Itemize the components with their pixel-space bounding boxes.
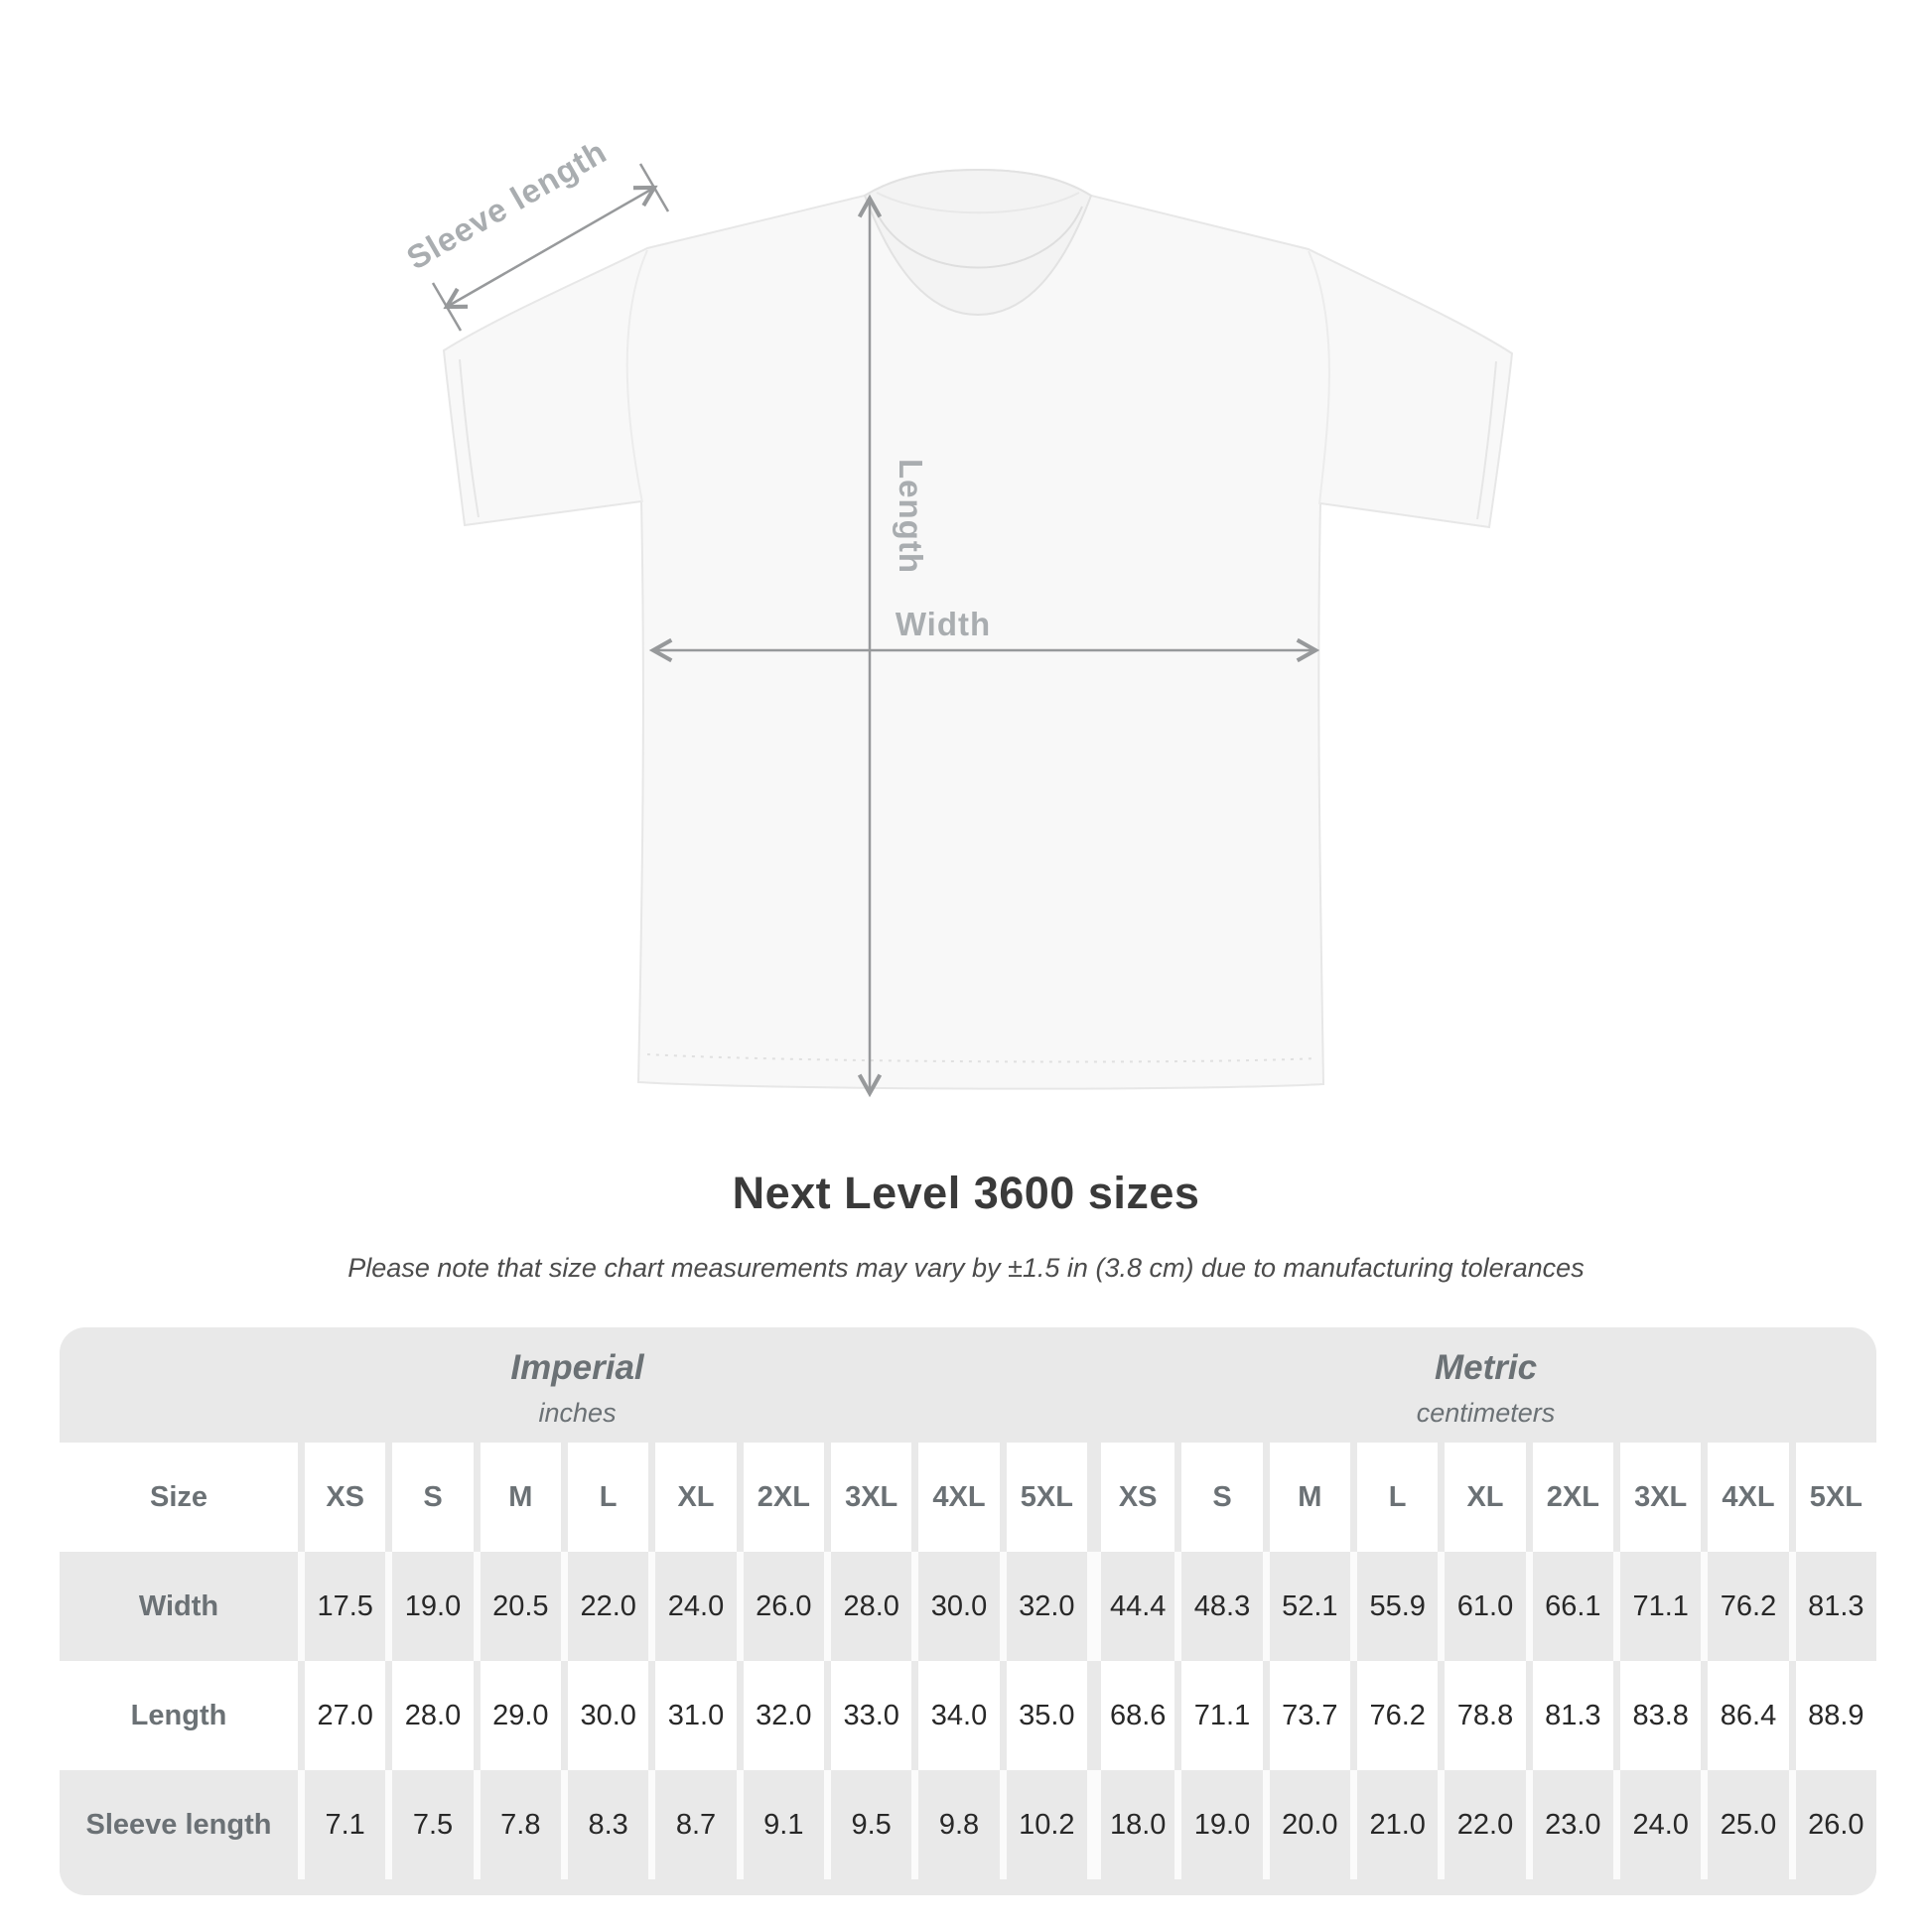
table-cell: 26.0 — [1788, 1770, 1876, 1879]
table-cell: 19.0 — [385, 1552, 473, 1661]
table-cell: 73.7 — [1262, 1661, 1350, 1770]
table-cell: 18.0 — [1087, 1770, 1174, 1879]
table-cell: 48.3 — [1174, 1552, 1262, 1661]
row-label: Width — [138, 1589, 219, 1622]
table-cell: 33.0 — [824, 1661, 911, 1770]
table-cell: 24.0 — [648, 1552, 736, 1661]
table-cell: 81.3 — [1788, 1552, 1876, 1661]
table-cell: 71.1 — [1174, 1661, 1262, 1770]
table-cell: 76.2 — [1701, 1552, 1788, 1661]
sleeve-length-label: Sleeve length — [400, 133, 613, 277]
width-label: Width — [896, 606, 991, 642]
table-cell: 55.9 — [1350, 1552, 1438, 1661]
size-table: Imperial inches Metric centimeters Size … — [60, 1327, 1876, 1895]
table-cell: 66.1 — [1525, 1552, 1613, 1661]
table-cell: 7.1 — [298, 1770, 385, 1879]
tshirt-diagram: Sleeve length Length Width — [400, 133, 1514, 1098]
table-cell: 83.8 — [1613, 1661, 1701, 1770]
metric-label: Metric — [1434, 1347, 1538, 1387]
table-cell: 78.8 — [1438, 1661, 1525, 1770]
table-cell: 26.0 — [736, 1552, 824, 1661]
table-cell: 22.0 — [561, 1552, 648, 1661]
page-title: Next Level 3600 sizes — [732, 1168, 1200, 1218]
table-cell: 7.8 — [473, 1770, 561, 1879]
table-cell: 52.1 — [1262, 1552, 1350, 1661]
size-column-header: XS — [1087, 1443, 1174, 1552]
table-cell: 25.0 — [1701, 1770, 1788, 1879]
table-cell: 22.0 — [1438, 1770, 1525, 1879]
table-cell: 23.0 — [1525, 1770, 1613, 1879]
imperial-label: Imperial — [510, 1347, 644, 1387]
metric-units: centimeters — [1416, 1397, 1556, 1428]
table-cell: 19.0 — [1174, 1770, 1262, 1879]
table-cell: 31.0 — [648, 1661, 736, 1770]
size-column-header: XL — [648, 1443, 736, 1552]
row-label: Length — [130, 1699, 227, 1731]
table-cell: 17.5 — [298, 1552, 385, 1661]
table-cell: 9.8 — [911, 1770, 999, 1879]
table-cell: 29.0 — [473, 1661, 561, 1770]
table-row-width: Width 17.5 19.0 20.5 22.0 24.0 26.0 28.0… — [60, 1552, 1876, 1661]
size-column-header: L — [1350, 1443, 1438, 1552]
table-cell: 68.6 — [1087, 1661, 1174, 1770]
size-column-header: M — [1262, 1443, 1350, 1552]
unit-group-header: Imperial inches Metric centimeters — [60, 1327, 1876, 1443]
size-column-header: 3XL — [824, 1443, 911, 1552]
table-cell: 34.0 — [911, 1661, 999, 1770]
table-cell: 76.2 — [1350, 1661, 1438, 1770]
table-cell: 9.1 — [736, 1770, 824, 1879]
table-cell: 21.0 — [1350, 1770, 1438, 1879]
row-label: Sleeve length — [85, 1808, 272, 1841]
size-column-header: 4XL — [911, 1443, 999, 1552]
table-cell: 8.3 — [561, 1770, 648, 1879]
size-column-header: 4XL — [1701, 1443, 1788, 1552]
table-cell: 28.0 — [824, 1552, 911, 1661]
size-header-row: Size XS S M L XL 2XL 3XL 4XL 5XL XS S M … — [60, 1443, 1876, 1552]
size-column-header: L — [561, 1443, 648, 1552]
tshirt-shape — [442, 168, 1514, 1090]
metric-group-header: Metric centimeters — [1095, 1342, 1876, 1429]
table-cell: 9.5 — [824, 1770, 911, 1879]
table-cell: 44.4 — [1087, 1552, 1174, 1661]
size-column-header: S — [385, 1443, 473, 1552]
table-cell: 32.0 — [736, 1661, 824, 1770]
table-cell: 61.0 — [1438, 1552, 1525, 1661]
table-cell: 81.3 — [1525, 1661, 1613, 1770]
table-cell: 71.1 — [1613, 1552, 1701, 1661]
length-label: Length — [893, 459, 929, 574]
table-cell: 20.0 — [1262, 1770, 1350, 1879]
size-column-header: 5XL — [999, 1443, 1087, 1552]
tolerance-note: Please note that size chart measurements… — [347, 1253, 1585, 1283]
size-column-header: XL — [1438, 1443, 1525, 1552]
size-column-header: 3XL — [1613, 1443, 1701, 1552]
size-column-header: M — [473, 1443, 561, 1552]
table-cell: 7.5 — [385, 1770, 473, 1879]
table-cell: 28.0 — [385, 1661, 473, 1770]
imperial-group-header: Imperial inches — [60, 1342, 1095, 1429]
table-cell: 10.2 — [999, 1770, 1087, 1879]
table-cell: 88.9 — [1788, 1661, 1876, 1770]
table-cell: 27.0 — [298, 1661, 385, 1770]
table-cell: 86.4 — [1701, 1661, 1788, 1770]
size-column-header: 2XL — [1525, 1443, 1613, 1552]
table-row-sleeve-length: Sleeve length 7.1 7.5 7.8 8.3 8.7 9.1 9.… — [60, 1770, 1876, 1879]
table-cell: 32.0 — [999, 1552, 1087, 1661]
size-column-header: 5XL — [1788, 1443, 1876, 1552]
size-column-header: 2XL — [736, 1443, 824, 1552]
size-column-header: S — [1174, 1443, 1262, 1552]
table-cell: 35.0 — [999, 1661, 1087, 1770]
imperial-units: inches — [538, 1397, 617, 1428]
table-cell: 8.7 — [648, 1770, 736, 1879]
sleeve-length-arrow — [431, 163, 670, 332]
table-cell: 30.0 — [561, 1661, 648, 1770]
table-cell: 30.0 — [911, 1552, 999, 1661]
size-header: Size — [149, 1480, 208, 1513]
table-cell: 20.5 — [473, 1552, 561, 1661]
table-cell: 24.0 — [1613, 1770, 1701, 1879]
size-column-header: XS — [298, 1443, 385, 1552]
table-row-length: Length 27.0 28.0 29.0 30.0 31.0 32.0 33.… — [60, 1661, 1876, 1770]
